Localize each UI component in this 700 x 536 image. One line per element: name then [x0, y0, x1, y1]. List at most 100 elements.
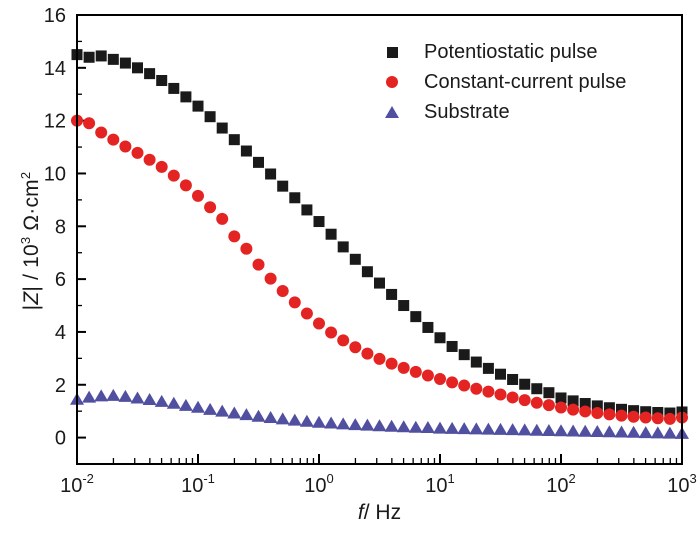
data-point-marker — [130, 391, 145, 404]
data-point-marker — [591, 407, 604, 420]
data-point-marker — [482, 362, 494, 374]
data-point-marker — [178, 398, 193, 411]
circle-marker-icon — [384, 74, 400, 90]
data-point-marker — [481, 422, 496, 435]
data-point-marker — [542, 399, 555, 412]
data-point-marker — [154, 394, 169, 407]
series-substrate — [70, 388, 689, 439]
data-point-marker — [313, 216, 325, 228]
x-axis-title: f/ Hz — [77, 501, 682, 525]
data-point-marker — [602, 425, 617, 438]
data-point-marker — [506, 391, 519, 404]
y-tick-label: 10 — [44, 163, 66, 185]
plot-frame — [76, 14, 683, 465]
data-point-marker — [204, 201, 217, 214]
data-point-marker — [132, 62, 143, 74]
data-point-marker — [408, 420, 423, 433]
data-point-marker — [567, 395, 579, 407]
data-point-marker — [482, 385, 495, 398]
data-point-marker — [240, 242, 253, 255]
data-point-marker — [410, 311, 422, 323]
x-tick-label: 10-2 — [60, 471, 94, 497]
data-point-marker — [519, 378, 531, 390]
data-point-marker — [385, 357, 398, 370]
y-tick-label: 4 — [55, 322, 66, 344]
data-point-marker — [555, 392, 567, 404]
data-point-marker — [239, 408, 254, 421]
data-point-marker — [253, 156, 264, 168]
data-point-marker — [662, 426, 677, 439]
data-point-marker — [446, 340, 458, 352]
data-point-marker — [337, 241, 349, 253]
data-point-marker — [204, 111, 216, 123]
x-tick-label: 103 — [667, 471, 696, 497]
data-point-marker — [409, 365, 422, 378]
data-point-marker — [106, 388, 121, 401]
data-point-marker — [579, 405, 592, 418]
data-point-marker — [337, 334, 350, 347]
y-axis-variable: Z — [20, 291, 43, 305]
data-point-marker — [434, 332, 446, 344]
data-point-marker — [603, 402, 615, 414]
legend-item-potentiostatic-pulse: Potentiostatic pulse — [384, 37, 626, 67]
data-point-marker — [192, 100, 204, 112]
legend: Potentiostatic pulse Constant-current pu… — [384, 37, 626, 127]
data-point-marker — [251, 409, 266, 422]
data-point-marker — [143, 153, 156, 166]
data-point-marker — [107, 133, 120, 146]
y-axis-title: |Z| / 103 Ω·cm2 — [11, 81, 43, 401]
data-point-marker — [263, 411, 278, 424]
y-axis-title-text: | — [20, 304, 43, 311]
data-point-marker — [313, 317, 325, 330]
data-point-marker — [240, 145, 252, 157]
data-point-marker — [495, 368, 506, 380]
y-tick-label: 0 — [55, 428, 66, 450]
data-point-marker — [118, 389, 133, 402]
data-point-marker — [420, 421, 435, 434]
data-point-marker — [470, 356, 482, 368]
data-point-marker — [349, 253, 361, 265]
data-point-marker — [191, 400, 205, 413]
data-point-marker — [336, 417, 351, 430]
legend-label: Substrate — [424, 100, 510, 123]
data-point-marker — [142, 393, 157, 406]
x-tick-label: 10-1 — [181, 471, 215, 497]
data-point-marker — [421, 369, 434, 382]
data-point-marker — [493, 422, 508, 435]
x-tick-label: 102 — [546, 471, 575, 497]
data-point-marker — [566, 424, 581, 437]
data-point-marker — [567, 403, 580, 416]
data-point-marker — [470, 382, 483, 395]
data-point-marker — [628, 405, 640, 417]
data-point-marker — [518, 394, 531, 407]
data-point-marker — [287, 413, 302, 426]
data-point-marker — [228, 230, 241, 243]
data-point-marker — [374, 277, 385, 289]
y-axis-unit: Ω·cm — [20, 179, 43, 237]
data-point-marker — [156, 75, 168, 87]
data-point-marker — [312, 415, 326, 428]
data-point-marker — [276, 285, 289, 298]
data-point-marker — [422, 321, 434, 333]
legend-label: Constant-current pulse — [424, 70, 627, 93]
data-point-marker — [555, 401, 567, 414]
data-point-marker — [299, 414, 314, 427]
data-point-marker — [216, 122, 228, 134]
data-point-marker — [543, 387, 555, 399]
data-point-marker — [325, 326, 338, 339]
data-point-marker — [325, 228, 337, 240]
y-axis-title-text: | / 10 — [20, 244, 43, 292]
data-point-marker — [433, 421, 447, 434]
data-point-marker — [372, 419, 387, 432]
data-point-marker — [386, 288, 398, 300]
data-point-marker — [119, 140, 132, 153]
data-point-marker — [541, 423, 556, 436]
data-point-marker — [529, 423, 544, 436]
data-point-marker — [615, 409, 628, 422]
data-point-marker — [275, 412, 290, 425]
data-point-marker — [265, 168, 277, 180]
data-point-marker — [530, 396, 543, 409]
data-point-marker — [192, 189, 204, 202]
data-point-marker — [180, 91, 192, 103]
x-axis-variable: f — [357, 501, 364, 524]
